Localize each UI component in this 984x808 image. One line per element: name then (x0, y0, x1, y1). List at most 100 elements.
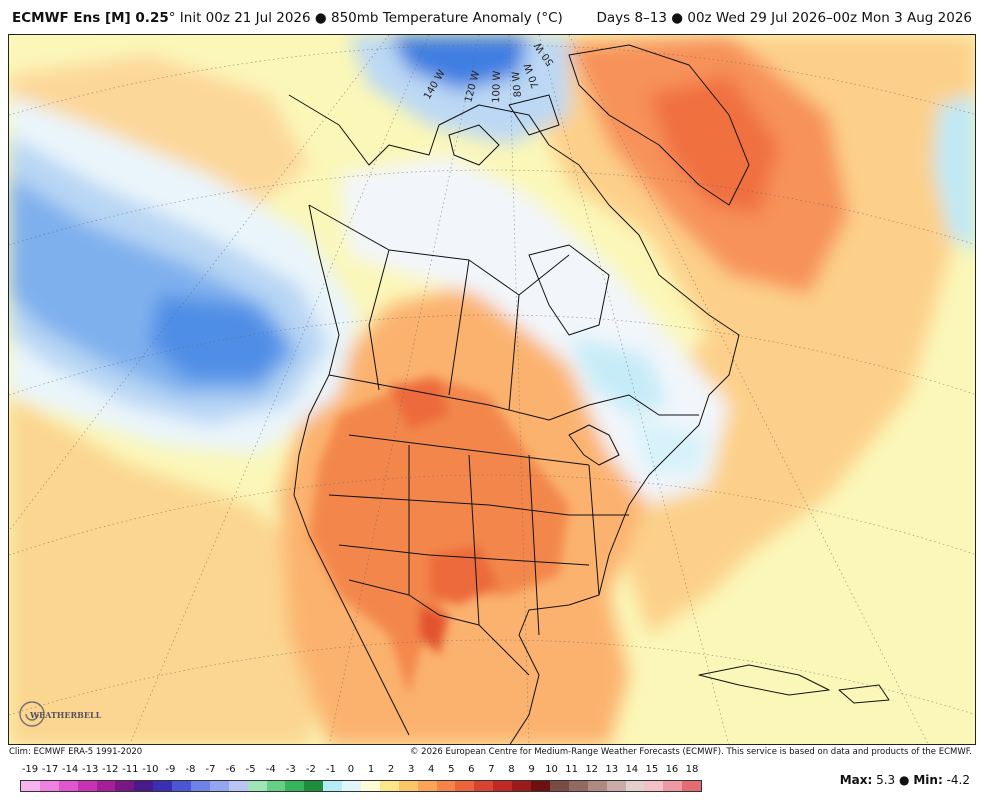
min-value: -4.2 (946, 773, 970, 787)
legend-label: -7 (205, 764, 216, 775)
legend-swatch (379, 781, 399, 791)
graticule-parallel (9, 169, 975, 246)
logo-swirl (25, 713, 39, 721)
bullet-separator: ● (314, 10, 327, 26)
legend-label: 1 (367, 764, 375, 775)
legend-swatch (209, 781, 229, 791)
legend-swatch (398, 781, 418, 791)
anomaly-cool-east-atlantic (934, 95, 975, 254)
legend-labels: -19 -17 -14 -13 -12 -11 -10 -9 -8 -7 -6 -5 -4 -3 -2 -1 0… (20, 764, 702, 778)
legend-label: 2 (387, 764, 395, 775)
min-label: Min: (913, 773, 943, 787)
graticule-parallel (9, 639, 975, 716)
anomaly-hotter-core-northern-plains (389, 380, 449, 430)
legend-label: -13 (82, 764, 99, 775)
coastline-greenland (568, 44, 750, 206)
valid-range: 00z Wed 29 Jul 2026–00z Mon 3 Aug 2026 (687, 10, 972, 26)
legend-swatch (323, 781, 343, 791)
map-canvas: 140 W 120 W 100 W 80 W 70 W 50 W (9, 35, 975, 744)
legend-label: -1 (325, 764, 336, 775)
legend-label: 8 (508, 764, 515, 775)
legend-swatch (134, 781, 154, 791)
coastline-arctic-island (448, 124, 500, 166)
border-state (588, 464, 600, 596)
legend-swatch (436, 781, 456, 791)
legend-swatch (115, 781, 135, 791)
legend-label: -2 (305, 764, 316, 775)
bullet-separator: ● (671, 10, 684, 26)
border-state (328, 494, 629, 516)
legend-label: -12 (102, 764, 119, 775)
border-us-canada (328, 374, 699, 421)
anomaly-cold-core (149, 295, 289, 380)
legend-swatch (587, 781, 607, 791)
legend-label: 16 (665, 764, 679, 775)
legend-label: -6 (225, 764, 236, 775)
legend-swatch (549, 781, 569, 791)
anomaly-cold-arctic-core (389, 35, 529, 90)
border-state (338, 544, 590, 566)
coastline-north-america (288, 94, 740, 744)
border-province (448, 259, 470, 396)
logo-swirl (19, 701, 45, 727)
degree-mark: ° (168, 10, 176, 26)
legend-label: 12 (585, 764, 599, 775)
anomaly-hot-greenland (649, 75, 779, 215)
graticule-meridian (9, 35, 390, 532)
legend-label: -5 (245, 764, 256, 775)
legend-label: 14 (625, 764, 639, 775)
legend-swatch (531, 781, 550, 791)
legend-swatch (153, 781, 173, 791)
max-value: 5.3 (876, 773, 896, 787)
anomaly-cool-gulf (629, 415, 709, 475)
legend-swatch (606, 781, 626, 791)
legend-swatch (361, 781, 380, 791)
legend-swatch (21, 781, 40, 791)
legend-label: -11 (122, 764, 139, 775)
legend-label: -19 (21, 764, 39, 775)
legend-swatch (342, 781, 362, 791)
logo-text: WEATHERBELL (29, 710, 102, 720)
valid-days: Days 8–13 (596, 10, 667, 26)
anomaly-hottest-core (419, 605, 449, 655)
max-min-readout: Max: 5.3 ● Min: -4.2 (840, 773, 970, 787)
legend-label: 7 (488, 764, 495, 775)
longitude-label: 100 W (491, 70, 503, 103)
weatherbell-logo: WEATHERBELL (12, 694, 102, 734)
header: ECMWF Ens [M] 0.25° Init 00z 21 Jul 2026… (0, 0, 984, 34)
copyright-credit: © 2026 European Centre for Medium-Range … (409, 747, 972, 757)
legend-swatch (644, 781, 664, 791)
legend-swatch (285, 781, 305, 791)
legend-label: 18 (685, 764, 699, 775)
climo-credit: Clim: ECMWF ERA-5 1991-2020 (9, 747, 143, 757)
model-name: ECMWF Ens [M] 0.25 (12, 10, 169, 26)
coastline-cuba (698, 664, 830, 696)
graticule-meridian (538, 35, 729, 744)
anomaly-warm-pacific (9, 395, 329, 744)
border-state (348, 434, 590, 466)
max-label: Max: (839, 773, 873, 787)
legend-label: 6 (468, 764, 475, 775)
color-legend: -19 -17 -14 -13 -12 -11 -10 -9 -8 -7 -6 -5 -4 -3 -2 -1 0… (20, 764, 702, 796)
coastline-hudson-bay (528, 244, 610, 336)
legend-label: -17 (41, 764, 59, 775)
great-lakes (568, 424, 620, 466)
valid-period: Days 8–13 ● 00z Wed 29 Jul 2026–00z Mon … (596, 10, 972, 26)
legend-swatch (455, 781, 475, 791)
graticule-parallel (9, 44, 975, 116)
legend-label: -14 (61, 764, 79, 775)
legend-label: -4 (265, 764, 276, 775)
graticule-meridian (508, 35, 530, 744)
legend-label: 10 (545, 764, 558, 775)
legend-label: 15 (645, 764, 659, 775)
legend-label: -8 (185, 764, 196, 775)
legend-swatch (512, 781, 532, 791)
legend-swatch (625, 781, 645, 791)
legend-swatch (228, 781, 248, 791)
anomaly-hotter-core-southwest (429, 545, 499, 605)
legend-swatch (58, 781, 78, 791)
legend-swatch (417, 781, 437, 791)
border-province (508, 294, 520, 411)
legend-swatch (568, 781, 588, 791)
coastline-hispaniola (838, 684, 890, 704)
